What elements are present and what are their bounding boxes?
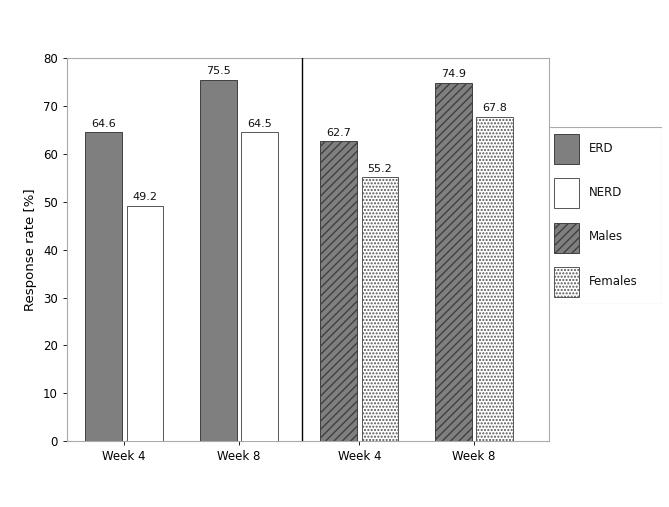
Text: 64.5: 64.5 bbox=[248, 119, 272, 129]
Bar bbox=[242, 132, 278, 441]
Bar bbox=[200, 80, 237, 441]
FancyBboxPatch shape bbox=[554, 178, 579, 208]
Text: NERD: NERD bbox=[589, 186, 622, 199]
Y-axis label: Response rate [%]: Response rate [%] bbox=[25, 189, 37, 311]
Text: 49.2: 49.2 bbox=[132, 192, 157, 202]
Bar bbox=[320, 141, 357, 441]
Text: 55.2: 55.2 bbox=[368, 164, 392, 173]
FancyBboxPatch shape bbox=[554, 223, 579, 252]
Text: Males: Males bbox=[589, 230, 623, 243]
Text: Medscape: Medscape bbox=[8, 19, 110, 37]
FancyBboxPatch shape bbox=[554, 134, 579, 164]
Bar bbox=[476, 117, 513, 441]
Text: 62.7: 62.7 bbox=[326, 128, 351, 138]
Text: Source: BMC Gastroenterology © 1999-2011 BioMed Central Ltd: Source: BMC Gastroenterology © 1999-2011… bbox=[319, 486, 656, 496]
Text: ERD: ERD bbox=[589, 141, 613, 155]
Bar bbox=[126, 206, 163, 441]
Bar bbox=[435, 83, 472, 441]
Text: 67.8: 67.8 bbox=[482, 103, 507, 114]
Bar bbox=[362, 177, 398, 441]
Text: 75.5: 75.5 bbox=[206, 66, 231, 77]
FancyBboxPatch shape bbox=[554, 267, 579, 297]
Text: Females: Females bbox=[589, 275, 637, 287]
Text: 74.9: 74.9 bbox=[441, 69, 466, 80]
FancyBboxPatch shape bbox=[549, 127, 662, 304]
Text: 64.6: 64.6 bbox=[91, 119, 116, 129]
Bar bbox=[85, 132, 122, 441]
